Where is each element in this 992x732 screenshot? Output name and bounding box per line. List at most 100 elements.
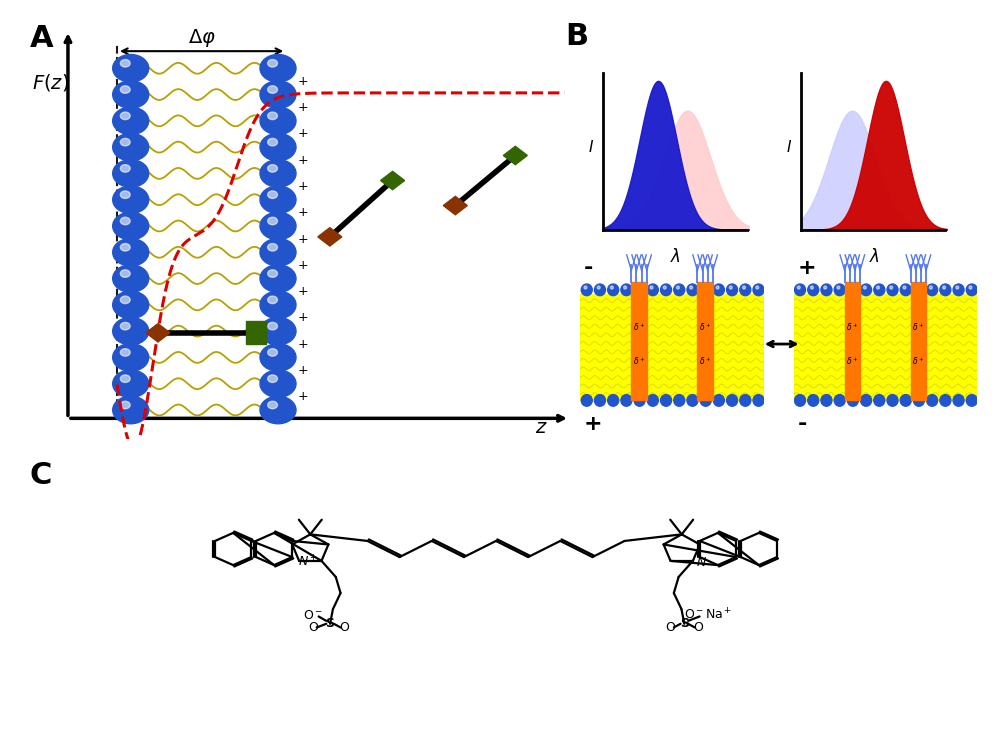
Circle shape xyxy=(113,81,149,108)
Circle shape xyxy=(939,395,951,406)
Circle shape xyxy=(807,284,818,296)
Text: I: I xyxy=(588,141,593,155)
Text: $\delta^+$: $\delta^+$ xyxy=(913,321,925,332)
Circle shape xyxy=(713,284,724,296)
Circle shape xyxy=(260,107,296,135)
Circle shape xyxy=(966,284,977,296)
Circle shape xyxy=(648,284,659,296)
Text: O$^-$Na$^+$: O$^-$Na$^+$ xyxy=(684,608,732,623)
Circle shape xyxy=(268,322,278,330)
Bar xyxy=(844,282,860,400)
Circle shape xyxy=(268,138,278,146)
Text: +: + xyxy=(798,258,815,278)
Circle shape xyxy=(260,291,296,318)
Bar xyxy=(794,294,977,400)
Circle shape xyxy=(700,284,711,296)
Text: $N^+$: $N^+$ xyxy=(299,555,318,570)
Circle shape xyxy=(716,286,719,289)
Circle shape xyxy=(969,286,972,289)
Circle shape xyxy=(113,133,149,161)
Text: $\delta^+$: $\delta^+$ xyxy=(633,321,645,332)
Text: +: + xyxy=(298,75,308,88)
Bar xyxy=(246,321,266,345)
Circle shape xyxy=(740,284,751,296)
Text: O: O xyxy=(665,621,675,634)
Circle shape xyxy=(942,286,945,289)
Circle shape xyxy=(260,133,296,161)
Circle shape xyxy=(268,165,278,172)
Circle shape xyxy=(113,370,149,397)
Circle shape xyxy=(914,284,925,296)
Circle shape xyxy=(113,54,149,82)
Circle shape xyxy=(664,286,667,289)
Text: +: + xyxy=(298,101,308,114)
Text: I: I xyxy=(787,141,792,155)
Circle shape xyxy=(610,286,613,289)
Text: -: - xyxy=(798,414,806,433)
Circle shape xyxy=(268,59,278,67)
Text: +: + xyxy=(584,414,602,433)
Text: $\delta^+$: $\delta^+$ xyxy=(846,356,858,367)
Circle shape xyxy=(120,296,130,304)
Circle shape xyxy=(674,284,684,296)
Circle shape xyxy=(120,86,130,93)
Circle shape xyxy=(268,86,278,93)
Polygon shape xyxy=(503,146,528,165)
Circle shape xyxy=(581,395,592,406)
Bar xyxy=(631,282,647,400)
Circle shape xyxy=(847,395,858,406)
Circle shape xyxy=(268,112,278,119)
Circle shape xyxy=(850,286,853,289)
Circle shape xyxy=(956,286,959,289)
Circle shape xyxy=(686,284,698,296)
Circle shape xyxy=(624,286,627,289)
Circle shape xyxy=(703,286,706,289)
Circle shape xyxy=(823,286,826,289)
Text: -: - xyxy=(584,258,593,278)
Text: +: + xyxy=(298,390,308,403)
Circle shape xyxy=(837,286,840,289)
Circle shape xyxy=(120,165,130,172)
Circle shape xyxy=(113,265,149,292)
Circle shape xyxy=(953,284,964,296)
Circle shape xyxy=(661,395,672,406)
Circle shape xyxy=(795,395,806,406)
Text: O: O xyxy=(308,621,317,634)
Circle shape xyxy=(120,270,130,277)
Bar xyxy=(911,282,927,400)
Circle shape xyxy=(113,212,149,240)
Circle shape xyxy=(621,284,632,296)
Circle shape xyxy=(753,284,764,296)
Circle shape xyxy=(268,191,278,198)
Circle shape xyxy=(637,286,640,289)
Circle shape xyxy=(914,395,925,406)
Circle shape xyxy=(807,395,818,406)
Text: $\delta^+$: $\delta^+$ xyxy=(846,321,858,332)
Circle shape xyxy=(268,348,278,356)
Text: $\Delta\varphi$: $\Delta\varphi$ xyxy=(187,27,215,49)
Circle shape xyxy=(113,396,149,424)
Text: O: O xyxy=(339,621,349,634)
Text: +: + xyxy=(298,285,308,298)
Circle shape xyxy=(743,286,746,289)
Circle shape xyxy=(113,160,149,187)
Circle shape xyxy=(798,286,801,289)
Circle shape xyxy=(113,186,149,214)
Circle shape xyxy=(756,286,759,289)
Text: O: O xyxy=(693,621,703,634)
Bar xyxy=(697,282,713,400)
Circle shape xyxy=(661,284,672,296)
Text: +: + xyxy=(298,259,308,272)
Circle shape xyxy=(120,59,130,67)
Text: B: B xyxy=(565,22,588,51)
Circle shape xyxy=(677,286,680,289)
Circle shape xyxy=(887,284,898,296)
Circle shape xyxy=(260,265,296,292)
Text: $\delta^+$: $\delta^+$ xyxy=(699,321,711,332)
Circle shape xyxy=(120,244,130,251)
Text: $\delta^+$: $\delta^+$ xyxy=(699,356,711,367)
Circle shape xyxy=(890,286,893,289)
Circle shape xyxy=(584,286,587,289)
Text: +: + xyxy=(298,180,308,193)
Text: O$^-$: O$^-$ xyxy=(303,608,323,621)
